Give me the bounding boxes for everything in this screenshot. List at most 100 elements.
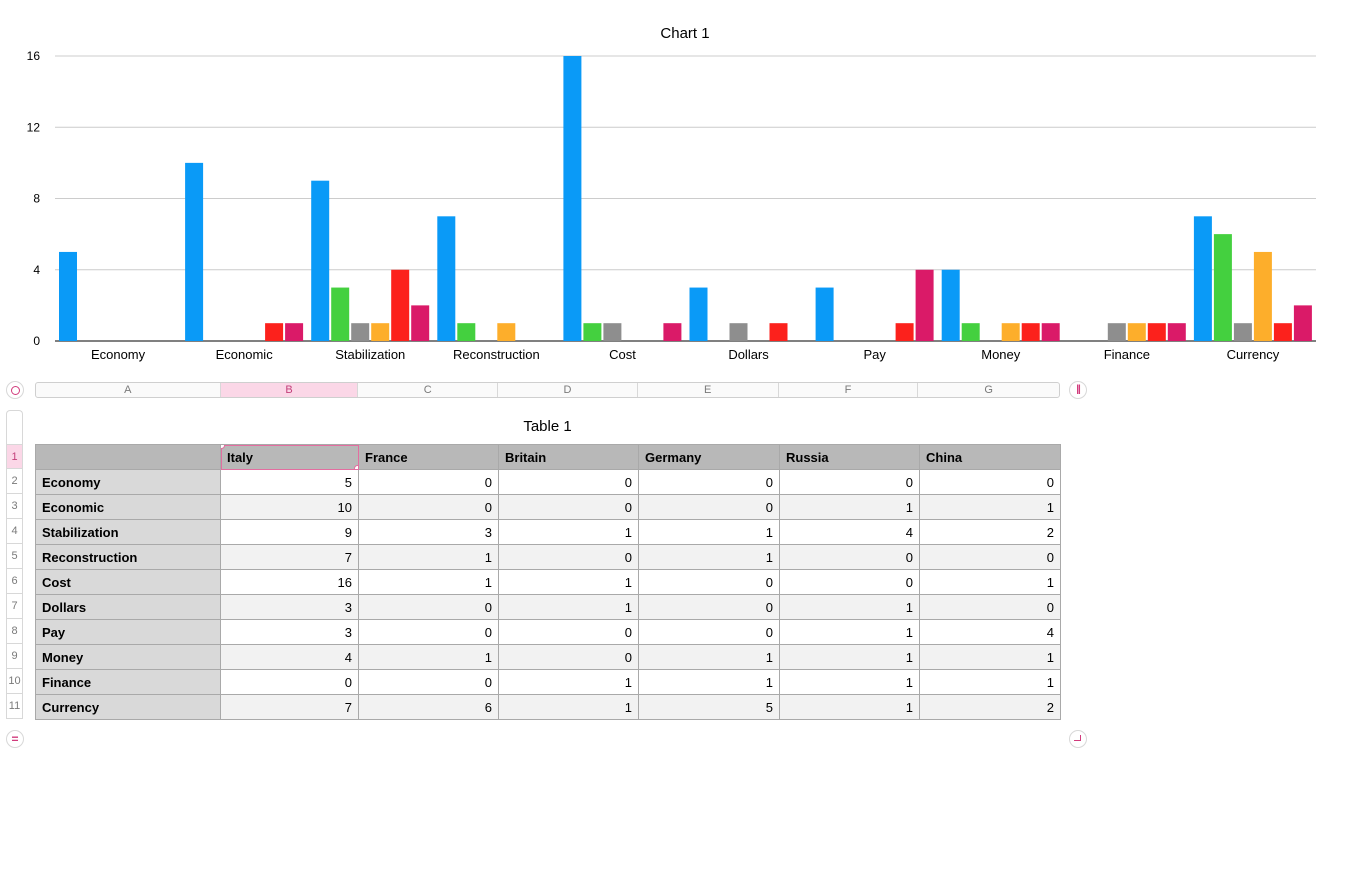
table-cell[interactable]: 1	[638, 544, 780, 570]
bar-russia-dollars[interactable]	[769, 323, 788, 341]
table-cell[interactable]: 5	[638, 694, 780, 720]
row-header-cell[interactable]: Currency	[35, 694, 221, 720]
row-header-cell[interactable]: Dollars	[35, 594, 221, 620]
table-cell[interactable]: 1	[498, 669, 639, 695]
table-cell[interactable]: 1	[779, 619, 920, 645]
table-cell[interactable]: 6	[358, 694, 499, 720]
table-cell[interactable]: 1	[638, 669, 780, 695]
table-cell[interactable]: 7	[220, 544, 359, 570]
table-cell[interactable]: 0	[358, 469, 499, 495]
table-cell[interactable]: 3	[358, 519, 499, 545]
row-number-2[interactable]: 2	[6, 469, 23, 494]
bar-italy-economic[interactable]	[185, 162, 204, 341]
row-header-cell[interactable]: Pay	[35, 619, 221, 645]
table-cell[interactable]: 1	[779, 694, 920, 720]
table-cell[interactable]: 0	[779, 569, 920, 595]
bar-france-reconstruction[interactable]	[457, 323, 476, 341]
bar-france-stabilization[interactable]	[331, 287, 350, 341]
bar-italy-economy[interactable]	[59, 251, 77, 341]
bar-italy-money[interactable]	[941, 269, 960, 341]
table-cell[interactable]: 1	[498, 594, 639, 620]
table-cell[interactable]: 1	[919, 669, 1061, 695]
bar-germany-finance[interactable]	[1127, 323, 1146, 341]
column-letter-g[interactable]: G	[984, 384, 993, 396]
row-number-1[interactable]: 1	[6, 444, 23, 469]
table-cell[interactable]: 0	[638, 494, 780, 520]
bar-italy-cost[interactable]	[563, 56, 582, 341]
selection-handle[interactable]	[354, 465, 358, 469]
table-cell[interactable]: 1	[779, 494, 920, 520]
bar-china-finance[interactable]	[1167, 323, 1186, 341]
table-cell[interactable]: 0	[638, 619, 780, 645]
bar-china-currency[interactable]	[1293, 305, 1312, 341]
table-cell[interactable]: 0	[779, 544, 920, 570]
table-cell[interactable]: 9	[220, 519, 359, 545]
table-cell[interactable]: 10	[220, 494, 359, 520]
table-cell[interactable]: 1	[638, 519, 780, 545]
bar-germany-reconstruction[interactable]	[497, 323, 516, 341]
row-header-cell[interactable]: Stabilization	[35, 519, 221, 545]
resize-table-handle[interactable]	[1069, 730, 1087, 748]
table-cell[interactable]: 0	[638, 569, 780, 595]
table-cell[interactable]: 1	[779, 669, 920, 695]
bar-russia-stabilization[interactable]	[391, 269, 410, 341]
table-cell[interactable]: 0	[358, 594, 499, 620]
table-cell[interactable]: 16	[220, 569, 359, 595]
row-number-5[interactable]: 5	[6, 544, 23, 569]
bar-china-pay[interactable]	[915, 269, 934, 341]
table-cell[interactable]: 1	[919, 644, 1061, 670]
table-cell[interactable]: 5	[220, 469, 359, 495]
bar-italy-dollars[interactable]	[689, 287, 708, 341]
bar-france-currency[interactable]	[1213, 234, 1232, 341]
header-corner-cell[interactable]	[35, 444, 221, 470]
row-number-11[interactable]: 11	[6, 694, 23, 719]
bar-germany-stabilization[interactable]	[371, 323, 390, 341]
bar-russia-economic[interactable]	[265, 323, 284, 341]
column-letter-d[interactable]: D	[498, 383, 638, 397]
bar-italy-currency[interactable]	[1193, 216, 1212, 341]
header-cell[interactable]: France	[358, 444, 499, 470]
column-letter-c[interactable]: C	[358, 383, 499, 397]
row-number-3[interactable]: 3	[6, 494, 23, 519]
table-cell[interactable]: 2	[919, 694, 1061, 720]
column-letter-b[interactable]: B	[220, 383, 359, 397]
table-cell[interactable]: 0	[498, 469, 639, 495]
bar-russia-currency[interactable]	[1273, 323, 1292, 341]
header-cell[interactable]: Russia	[779, 444, 920, 470]
table-cell[interactable]: 0	[919, 594, 1061, 620]
bar-germany-currency[interactable]	[1253, 251, 1272, 341]
bar-britain-cost[interactable]	[603, 323, 622, 341]
bar-china-economic[interactable]	[285, 323, 304, 341]
table-cell[interactable]: 1	[919, 494, 1061, 520]
row-header-cell[interactable]: Reconstruction	[35, 544, 221, 570]
table-cell[interactable]: 1	[498, 519, 639, 545]
table-cell[interactable]: 0	[220, 669, 359, 695]
bar-france-cost[interactable]	[583, 323, 602, 341]
row-header-cell[interactable]: Money	[35, 644, 221, 670]
row-header-cell[interactable]: Economy	[35, 469, 221, 495]
bar-russia-pay[interactable]	[895, 323, 914, 341]
row-number-4[interactable]: 4	[6, 519, 23, 544]
bar-britain-currency[interactable]	[1233, 323, 1252, 341]
table-cell[interactable]: 0	[498, 619, 639, 645]
bar-britain-finance[interactable]	[1107, 323, 1126, 341]
table-cell[interactable]: 4	[919, 619, 1061, 645]
bar-britain-dollars[interactable]	[729, 323, 748, 341]
bar-france-money[interactable]	[961, 323, 980, 341]
header-cell[interactable]: Germany	[638, 444, 780, 470]
row-header-cell[interactable]: Cost	[35, 569, 221, 595]
row-number-6[interactable]: 6	[6, 569, 23, 594]
bar-china-money[interactable]	[1041, 323, 1060, 341]
add-column-handle[interactable]: ||	[1069, 381, 1087, 399]
table-cell[interactable]: 1	[919, 569, 1061, 595]
bar-italy-pay[interactable]	[815, 287, 834, 341]
table-cell[interactable]: 0	[358, 619, 499, 645]
table-cell[interactable]: 0	[779, 469, 920, 495]
header-cell[interactable]: Italy	[220, 444, 359, 470]
table-cell[interactable]: 7	[220, 694, 359, 720]
table-cell[interactable]: 0	[498, 494, 639, 520]
selection-handle[interactable]	[221, 445, 225, 449]
bar-chart[interactable]: Chart 1 0 4 8 12 16 Economy Economic Stabiliza…	[0, 0, 1371, 372]
table-cell[interactable]: 1	[638, 644, 780, 670]
table-cell[interactable]: 0	[498, 544, 639, 570]
